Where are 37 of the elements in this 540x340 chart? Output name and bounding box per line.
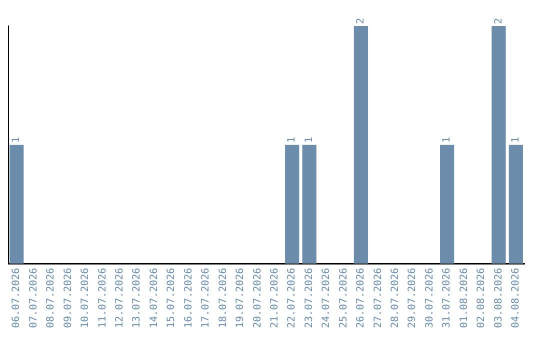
x-tick-label: 07.07.2026 <box>28 268 40 328</box>
x-tick-label: 04.08.2026 <box>510 268 522 328</box>
x-tick-label: 23.07.2026 <box>304 268 315 328</box>
data-label: 1 <box>11 136 22 143</box>
data-label: 2 <box>356 18 367 24</box>
x-tick-label: 14.07.2026 <box>148 268 160 328</box>
x-tick-label: 02.08.2026 <box>476 268 488 328</box>
x-tick-label: 10.07.2026 <box>80 268 92 328</box>
x-tick-label: 30.07.2026 <box>424 268 436 328</box>
x-tick-label: 25.07.2026 <box>338 268 350 328</box>
data-label: 1 <box>304 136 315 143</box>
x-tick-label: 16.07.2026 <box>183 268 194 328</box>
x-tick-label: 11.07.2026 <box>97 268 108 328</box>
x-tick-label: 27.07.2026 <box>372 268 384 328</box>
x-tick-label: 17.07.2026 <box>200 268 212 328</box>
x-tick-label: 06.07.2026 <box>11 268 22 328</box>
data-label: 1 <box>442 136 453 143</box>
x-tick-label: 09.07.2026 <box>62 268 74 328</box>
x-tick-label: 08.07.2026 <box>46 268 57 328</box>
x-tick-label: 15.07.2026 <box>166 268 178 328</box>
x-tick-label: 18.07.2026 <box>218 268 229 328</box>
x-tick-label: 31.07.2026 <box>442 268 453 328</box>
x-tick-label: 24.07.2026 <box>321 268 332 328</box>
x-tick-label: 29.07.2026 <box>407 268 418 328</box>
x-tick-label: 26.07.2026 <box>356 268 367 328</box>
x-tick-label: 19.07.2026 <box>235 268 246 328</box>
x-tick-label: 12.07.2026 <box>114 268 126 328</box>
x-tick-label: 28.07.2026 <box>390 268 401 328</box>
x-tick-label: 20.07.2026 <box>252 268 264 328</box>
data-label: 2 <box>493 18 504 24</box>
data-label: 1 <box>286 136 298 143</box>
x-tick-label: 01.08.2026 <box>458 268 470 328</box>
x-tick-label: 22.07.2026 <box>286 268 298 328</box>
x-tick-label: 21.07.2026 <box>269 268 280 328</box>
x-tick-label: 03.08.2026 <box>493 268 504 328</box>
data-label: 1 <box>510 136 522 143</box>
x-tick-label: 13.07.2026 <box>132 268 143 328</box>
